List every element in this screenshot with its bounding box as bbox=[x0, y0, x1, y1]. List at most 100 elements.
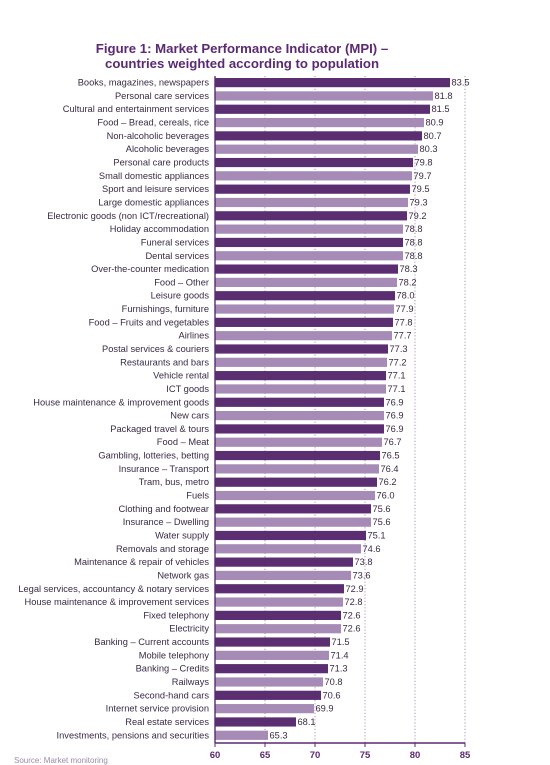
category-label: Books, magazines, newspapers bbox=[78, 78, 210, 88]
value-label: 73.6 bbox=[353, 570, 371, 580]
category-label: Personal care products bbox=[113, 158, 209, 168]
bar bbox=[215, 251, 403, 261]
value-label: 78.3 bbox=[400, 264, 418, 274]
category-label: House maintenance & improvement services bbox=[25, 597, 210, 607]
category-label: Food – Bread, cereals, rice bbox=[97, 118, 209, 128]
source-note: Source: Market monitoring bbox=[14, 756, 108, 765]
value-label: 83.5 bbox=[452, 78, 470, 88]
category-label: Furnishings, furniture bbox=[122, 304, 209, 314]
bar bbox=[215, 264, 398, 274]
x-tick-label: 85 bbox=[460, 750, 471, 761]
chart-title-line-1: Figure 1: Market Performance Indicator (… bbox=[95, 41, 389, 56]
value-label: 72.9 bbox=[346, 584, 364, 594]
gridlines bbox=[264, 76, 466, 743]
bar bbox=[215, 397, 384, 407]
category-label: Removals and storage bbox=[116, 544, 209, 554]
value-label: 70.6 bbox=[323, 690, 341, 700]
value-label: 79.3 bbox=[410, 197, 428, 207]
category-label: Food – Other bbox=[154, 277, 209, 287]
bar bbox=[215, 237, 403, 248]
bar bbox=[215, 304, 394, 314]
value-label: 78.0 bbox=[397, 291, 415, 301]
bar bbox=[215, 477, 377, 487]
bar bbox=[215, 677, 323, 687]
category-label: Postal services & couriers bbox=[102, 344, 209, 354]
value-label: 81.5 bbox=[432, 104, 450, 114]
bar bbox=[215, 344, 388, 354]
bar bbox=[215, 637, 330, 647]
category-label: Alcoholic beverages bbox=[126, 144, 210, 154]
category-label: Small domestic appliances bbox=[99, 171, 209, 181]
bar bbox=[215, 371, 386, 381]
category-label: Electronic goods (non ICT/recreational) bbox=[47, 211, 209, 221]
value-label: 77.7 bbox=[394, 331, 412, 341]
value-label: 75.6 bbox=[373, 504, 391, 514]
category-label: Mobile telephony bbox=[139, 650, 210, 660]
value-label: 72.6 bbox=[343, 610, 361, 620]
category-label: Fuels bbox=[186, 491, 209, 501]
bar bbox=[215, 117, 424, 128]
bar bbox=[215, 224, 403, 234]
category-label: Internet service provision bbox=[106, 704, 209, 714]
bar bbox=[215, 597, 343, 607]
category-label: Holiday accommodation bbox=[110, 224, 209, 234]
category-label: Vehicle rental bbox=[153, 371, 209, 381]
category-label: Personal care services bbox=[115, 91, 209, 101]
category-label: Tram, bus, metro bbox=[139, 477, 209, 487]
category-label: Large domestic appliances bbox=[98, 197, 209, 207]
category-label: Food – Meat bbox=[157, 437, 210, 447]
category-label: Network gas bbox=[157, 570, 209, 580]
value-label: 76.2 bbox=[379, 477, 397, 487]
bar bbox=[215, 464, 379, 474]
bar bbox=[215, 717, 296, 727]
value-label: 79.8 bbox=[415, 158, 433, 168]
category-label: Investments, pensions and securities bbox=[57, 730, 210, 740]
bar bbox=[215, 490, 375, 501]
bars: Books, magazines, newspapers 83.5 Personal… bbox=[18, 78, 469, 741]
value-label: 78.8 bbox=[405, 224, 423, 234]
value-label: 77.8 bbox=[395, 317, 413, 327]
bar bbox=[215, 664, 328, 674]
value-label: 76.0 bbox=[377, 491, 395, 501]
category-label: Food – Fruits and vegetables bbox=[89, 317, 210, 327]
value-label: 73.8 bbox=[355, 557, 373, 567]
bar bbox=[215, 211, 407, 221]
value-label: 75.1 bbox=[368, 530, 386, 540]
bar bbox=[215, 131, 422, 141]
bar bbox=[215, 157, 413, 168]
bar bbox=[215, 104, 430, 114]
category-label: Second-hand cars bbox=[134, 690, 210, 700]
bar bbox=[215, 424, 384, 434]
bar bbox=[215, 171, 412, 181]
category-label: Sport and leisure services bbox=[102, 184, 209, 194]
bar bbox=[215, 530, 366, 541]
value-label: 77.1 bbox=[388, 384, 406, 394]
category-label: Legal services, accountancy & notary ser… bbox=[18, 584, 209, 594]
bar bbox=[215, 610, 341, 620]
value-label: 76.9 bbox=[386, 397, 404, 407]
value-label: 78.8 bbox=[405, 251, 423, 261]
value-label: 68.1 bbox=[298, 717, 316, 727]
bar bbox=[215, 411, 384, 421]
category-label: Leisure goods bbox=[151, 291, 210, 301]
category-label: Electricity bbox=[169, 624, 209, 634]
category-label: Airlines bbox=[179, 331, 210, 341]
bar bbox=[215, 317, 393, 327]
category-label: Railways bbox=[172, 677, 210, 687]
category-label: Insurance – Transport bbox=[119, 464, 210, 474]
value-label: 77.3 bbox=[390, 344, 408, 354]
category-label: Gambling, lotteries, betting bbox=[98, 451, 209, 461]
value-label: 79.5 bbox=[412, 184, 430, 194]
bar bbox=[215, 197, 408, 208]
category-label: Banking – Current accounts bbox=[94, 637, 209, 647]
value-label: 80.9 bbox=[426, 118, 444, 128]
category-label: Water supply bbox=[155, 530, 209, 540]
value-label: 70.8 bbox=[325, 677, 343, 687]
value-label: 72.6 bbox=[343, 624, 361, 634]
chart-title-line-2: countries weighted according to populati… bbox=[104, 56, 379, 71]
value-label: 71.5 bbox=[332, 637, 350, 647]
category-label: Non-alcoholic beverages bbox=[107, 131, 210, 141]
bar bbox=[215, 331, 392, 341]
chart-title: Figure 1: Market Performance Indicator (… bbox=[0, 41, 484, 71]
